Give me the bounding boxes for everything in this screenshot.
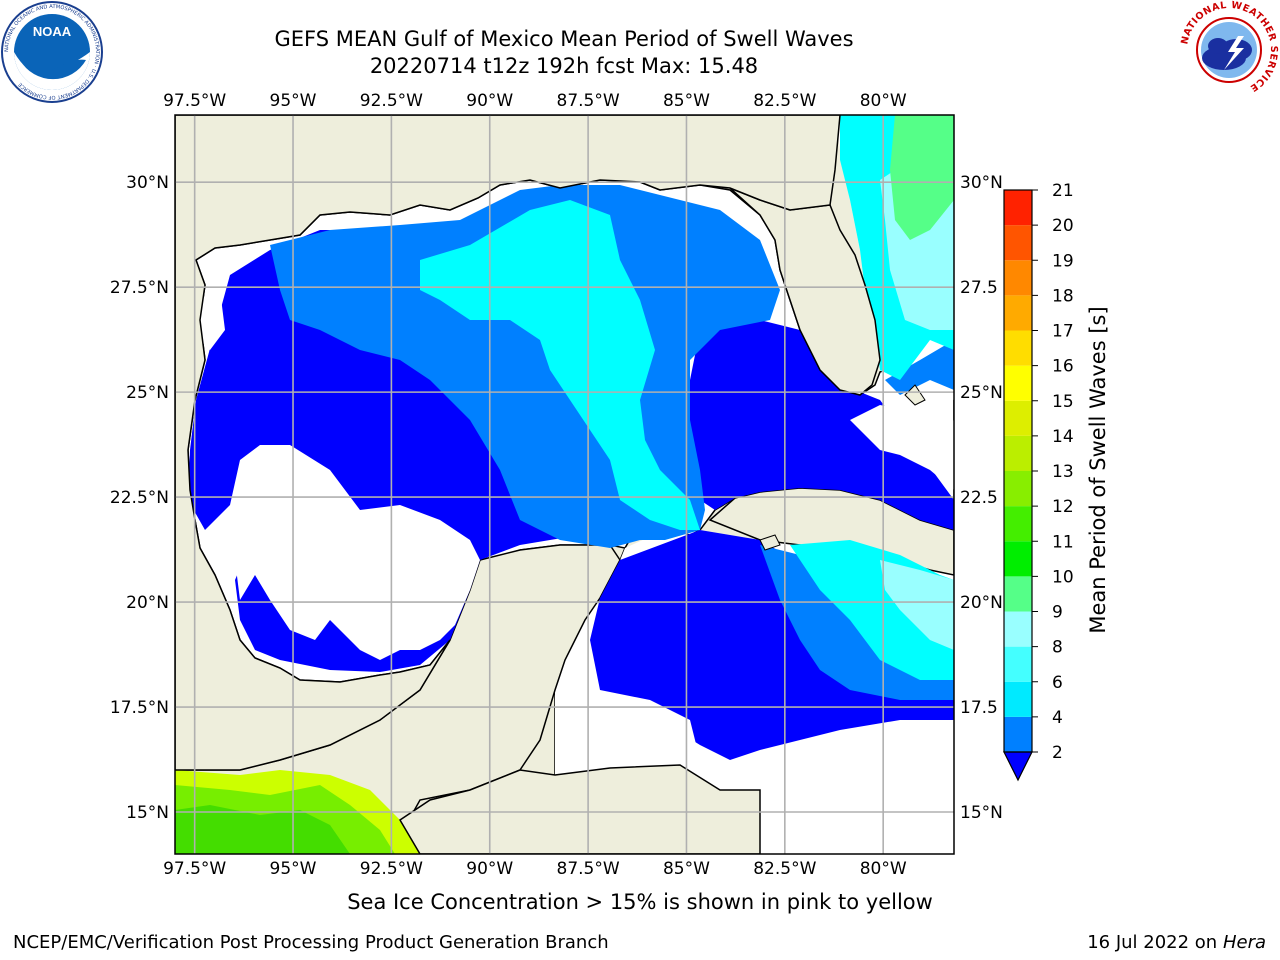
colorbar-segment-12 — [1004, 295, 1032, 331]
lat-label-right-0: 30°N — [960, 173, 1003, 193]
lat-label-right-3: 22.5 — [960, 488, 998, 508]
lon-label-top-3: 90°W — [466, 91, 513, 111]
colorbar-segment-10 — [1004, 365, 1032, 401]
lat-label-left-4: 20°N — [126, 593, 169, 613]
colorbar-segment-0 — [1004, 716, 1032, 752]
map-frame — [174, 114, 955, 855]
colorbar-segment-11 — [1004, 330, 1032, 366]
lat-label-left-2: 25°N — [126, 383, 169, 403]
lon-label-top-1: 95°W — [270, 91, 317, 111]
lat-label-right-5: 17.5 — [960, 698, 998, 718]
lon-label-top-6: 82.5°W — [753, 91, 816, 111]
ice-band-lower-left-core — [175, 805, 350, 854]
lat-label-right-6: 15°N — [960, 803, 1003, 823]
lat-label-left-1: 27.5°N — [110, 278, 169, 298]
lon-label-top-0: 97.5°W — [163, 91, 226, 111]
swell-band-below-2-caribbean — [590, 530, 954, 760]
colorbar-tick-label-10: 15 — [1052, 392, 1074, 412]
swell-gap-east — [850, 405, 954, 490]
colorbar-tick-label-5: 10 — [1052, 567, 1074, 587]
colorbar-extend-arrow — [1003, 751, 1033, 782]
colorbar-segment-9 — [1004, 400, 1032, 436]
colorbar-tick-label-7: 12 — [1052, 497, 1074, 517]
sea-ice-note: Sea Ice Concentration > 15% is shown in … — [347, 890, 933, 914]
colorbar-segment-1 — [1004, 681, 1032, 717]
bahamas-islands — [904, 384, 926, 406]
colorbar-segment-2 — [1004, 646, 1032, 682]
colorbar-tick-label-8: 13 — [1052, 462, 1074, 482]
colorbar-tick-label-15: 20 — [1052, 216, 1074, 236]
chart-subtitle: 20220714 t12z 192h fcst Max: 15.48 — [369, 54, 759, 78]
lon-labels-top: 97.5°W 95°W 92.5°W 90°W 87.5°W 85°W 82.5°W 80°W — [163, 91, 907, 111]
lon-label-bottom-5: 85°W — [663, 859, 710, 879]
credit-organization: NCEP/EMC/Verification Post Processing Pr… — [13, 932, 609, 953]
lon-label-bottom-0: 97.5°W — [163, 859, 226, 879]
gridlines — [175, 115, 954, 854]
lat-label-left-0: 30°N — [126, 173, 169, 193]
colorbar-tick-label-3: 8 — [1052, 638, 1063, 658]
colorbar-tick-label-16: 21 — [1052, 181, 1074, 201]
lon-labels-bottom: 97.5°W 95°W 92.5°W 90°W 87.5°W 85°W 82.5°W 80°W — [163, 859, 907, 879]
noaa-logo-icon: NOAA NATIONAL OCEANIC AND ATMOSPHERIC AD… — [1, 1, 103, 103]
colorbar-segment-7 — [1004, 471, 1032, 507]
lon-label-top-7: 80°W — [860, 91, 907, 111]
lat-labels-left: 30°N 27.5°N 25°N 22.5°N 20°N 17.5°N 15°N — [110, 173, 169, 823]
lon-label-bottom-1: 95°W — [270, 859, 317, 879]
lon-label-top-2: 92.5°W — [360, 91, 423, 111]
colorbar-tick-label-12: 17 — [1052, 322, 1074, 342]
colorbar: 2 4 6 8 9 10 11 12 13 14 15 16 17 18 19 20 21 — [1003, 181, 1074, 782]
colorbar-segment-15 — [1004, 190, 1032, 226]
credit-system: Hera — [1222, 932, 1266, 953]
colorbar-tick-label-14: 19 — [1052, 251, 1074, 271]
colorbar-tick-label-1: 4 — [1052, 708, 1063, 728]
colorbar-tick-label-11: 16 — [1052, 357, 1074, 377]
colorbar-segment-5 — [1004, 541, 1032, 577]
lon-label-bottom-3: 90°W — [466, 859, 513, 879]
credit-date: 16 Jul 2022 on Hera — [1087, 932, 1266, 953]
swell-band-8-9-caribbean — [880, 560, 954, 650]
swell-band-below-2-east — [690, 320, 954, 530]
swell-gap-north — [196, 290, 225, 350]
lat-label-right-1: 27.5 — [960, 278, 998, 298]
colorbar-tick-label-4: 9 — [1052, 603, 1063, 623]
swell-gap-west — [205, 445, 480, 660]
colorbar-segment-6 — [1004, 506, 1032, 542]
isla-juventud — [759, 534, 781, 551]
lon-label-top-5: 85°W — [663, 91, 710, 111]
swell-band-2-4-atlantic — [885, 340, 954, 395]
lon-label-bottom-6: 82.5°W — [753, 859, 816, 879]
colorbar-segment-14 — [1004, 225, 1032, 261]
swell-band-9-10-atlantic — [890, 115, 954, 240]
chart-title: GEFS MEAN Gulf of Mexico Mean Period of … — [274, 27, 854, 51]
colorbar-tick-label-9: 14 — [1052, 427, 1074, 447]
colorbar-tick-label-2: 6 — [1052, 673, 1063, 693]
colorbar-segment-4 — [1004, 576, 1032, 612]
colorbar-tick-label-13: 18 — [1052, 286, 1074, 306]
lat-label-left-3: 22.5°N — [110, 488, 169, 508]
lon-label-top-4: 87.5°W — [557, 91, 620, 111]
lat-labels-right: 30°N 27.5 25°N 22.5 20°N 17.5 15°N — [960, 173, 1003, 823]
lat-label-right-2: 25°N — [960, 383, 1003, 403]
lon-label-bottom-2: 92.5°W — [360, 859, 423, 879]
noaa-logo-text: NOAA — [33, 24, 72, 39]
nws-logo-icon: NATIONAL WEATHER SERVICE — [1179, 0, 1279, 98]
lat-label-left-6: 15°N — [126, 803, 169, 823]
colorbar-tick-label-6: 11 — [1052, 532, 1074, 552]
lon-label-bottom-7: 80°W — [860, 859, 907, 879]
credit-date-text: 16 Jul 2022 on — [1087, 932, 1218, 953]
us-gulf-coast — [175, 115, 841, 771]
colorbar-segment-13 — [1004, 260, 1032, 296]
colorbar-segment-3 — [1004, 611, 1032, 647]
lat-label-left-5: 17.5°N — [110, 698, 169, 718]
lon-label-bottom-4: 87.5°W — [557, 859, 620, 879]
colorbar-segment-8 — [1004, 435, 1032, 471]
lat-label-right-4: 20°N — [960, 593, 1003, 613]
colorbar-tick-label-0: 2 — [1052, 743, 1063, 763]
